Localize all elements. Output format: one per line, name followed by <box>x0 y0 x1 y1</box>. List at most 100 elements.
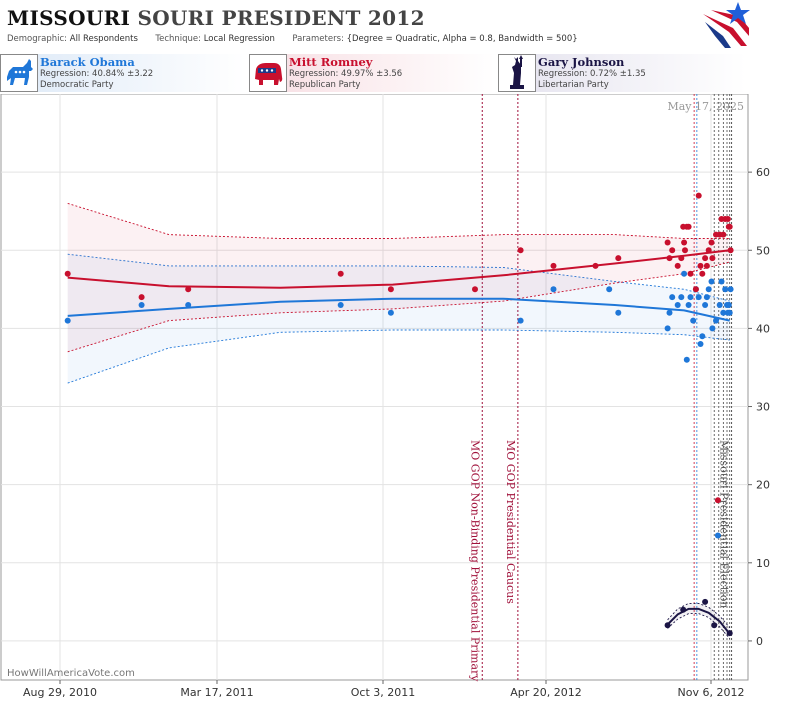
data-point <box>708 278 715 285</box>
data-point <box>606 286 613 293</box>
y-tick-label: 0 <box>756 635 763 648</box>
date-label: May 17, 2025 <box>667 100 744 113</box>
data-point <box>695 192 702 199</box>
x-tick-label: Aug 29, 2010 <box>23 686 97 699</box>
data-point <box>726 309 733 316</box>
demographic-label: Demographic: <box>7 34 68 44</box>
data-point <box>709 255 716 262</box>
data-point <box>720 231 727 238</box>
event-label: MO GOP Presidential Caucus <box>504 440 517 604</box>
data-point <box>669 294 676 301</box>
data-point <box>517 247 524 254</box>
data-point <box>695 294 702 301</box>
page-title: MISSOURI SOURI PRESIDENT 2012 <box>7 6 425 30</box>
confidence-lower <box>67 261 730 353</box>
confidence-upper <box>67 253 730 302</box>
data-point <box>666 309 673 316</box>
x-tick-label: Mar 17, 2011 <box>180 686 253 699</box>
confidence-lower <box>67 329 730 384</box>
y-tick-label: 10 <box>756 557 770 570</box>
data-point <box>702 302 709 308</box>
data-point <box>709 325 716 332</box>
data-point <box>705 247 712 254</box>
data-point <box>690 317 697 324</box>
data-point <box>713 317 719 324</box>
data-point <box>681 270 688 277</box>
data-point <box>708 239 715 246</box>
trend-line <box>666 607 731 635</box>
data-point <box>697 341 704 347</box>
data-point <box>550 262 557 269</box>
candidate-name: Gary Johnson <box>538 55 625 69</box>
data-point <box>703 262 710 269</box>
y-tick-label: 50 <box>756 244 770 257</box>
confidence-upper <box>67 202 730 239</box>
data-point <box>674 302 681 308</box>
data-point <box>683 356 690 363</box>
watermark: HowWillAmericaVote.com <box>7 668 135 679</box>
data-point <box>337 270 344 277</box>
data-point <box>727 247 734 254</box>
data-point <box>337 302 344 308</box>
data-point <box>718 278 725 285</box>
data-point <box>727 286 734 293</box>
candidate-name: Barack Obama <box>40 55 135 69</box>
chart-parameters: Demographic: All Respondents Technique: … <box>7 34 578 44</box>
header: MISSOURI SOURI PRESIDENT 2012 Demographi… <box>0 0 789 52</box>
data-point <box>674 262 681 269</box>
parameters-value: {Degree = Quadratic, Alpha = 0.8, Bandwi… <box>346 34 578 44</box>
data-point <box>680 606 687 613</box>
data-point <box>702 598 709 605</box>
data-point <box>517 317 524 324</box>
data-point <box>678 294 685 301</box>
y-tick-label: 20 <box>756 479 770 492</box>
technique-label: Technique: <box>155 34 202 44</box>
data-point <box>714 497 721 504</box>
data-point <box>711 622 718 629</box>
data-point <box>669 247 676 254</box>
title-rest: SOURI PRESIDENT 2012 <box>137 6 425 30</box>
candidate-regression: Regression: 0.72% ±1.35 <box>538 69 646 79</box>
data-point <box>687 294 694 301</box>
data-point <box>138 302 145 308</box>
y-tick-label: 60 <box>756 166 770 179</box>
data-point <box>472 286 478 293</box>
data-point <box>687 270 694 277</box>
data-point <box>678 255 685 262</box>
data-point <box>666 255 673 262</box>
data-point <box>724 216 731 222</box>
x-tick-label: Apr 20, 2012 <box>510 686 582 699</box>
candidate-card-obama[interactable]: Barack Obama Regression: 40.84% ±3.22 De… <box>0 54 246 92</box>
candidate-party: Republican Party <box>289 80 361 90</box>
confidence-upper <box>667 602 731 628</box>
data-point <box>387 286 394 293</box>
data-point <box>726 223 733 230</box>
candidate-regression: Regression: 40.84% ±3.22 <box>40 69 154 79</box>
technique-value: Local Regression <box>203 34 275 44</box>
data-point <box>685 302 692 308</box>
candidate-card-romney[interactable]: Mitt Romney Regression: 49.97% ±3.56 Rep… <box>249 54 495 92</box>
poll-chart: Aug 29, 2010 Mar 17, 2011 Oct 3, 2011 Apr 2… <box>0 94 770 699</box>
data-point <box>185 286 192 293</box>
elephant-icon <box>249 54 287 92</box>
data-point <box>615 255 622 262</box>
candidate-legend: Barack Obama Regression: 40.84% ±3.22 De… <box>0 54 789 94</box>
data-point <box>716 302 723 308</box>
y-tick-label: 40 <box>756 322 770 335</box>
data-point <box>550 286 557 293</box>
candidate-party: Democratic Party <box>40 80 114 90</box>
x-tick-label: Oct 3, 2011 <box>351 686 416 699</box>
data-point <box>681 239 688 246</box>
data-point <box>664 622 671 629</box>
data-point <box>185 302 192 308</box>
data-point <box>703 294 710 301</box>
y-tick-label: 30 <box>756 401 770 414</box>
data-point <box>726 630 733 637</box>
data-point <box>685 223 692 230</box>
candidate-card-johnson[interactable]: Gary Johnson Regression: 0.72% ±1.35 Lib… <box>498 54 746 92</box>
data-point <box>138 294 145 301</box>
data-point <box>592 262 599 269</box>
data-point <box>664 325 671 332</box>
demographic-value: All Respondents <box>69 34 138 44</box>
data-point <box>720 309 727 316</box>
